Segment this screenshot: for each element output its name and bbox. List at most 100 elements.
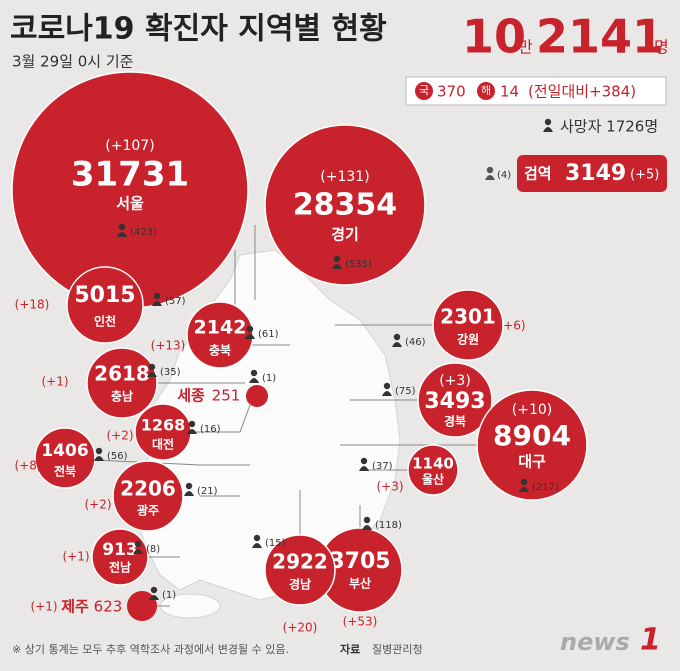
person-icon [188,420,196,428]
person-icon [252,543,262,548]
person-icon [94,456,104,461]
logo-text: news [560,628,630,656]
region-deaths: (56) [107,451,128,462]
region-name: 대전 [152,437,174,452]
quarantine-new: (+5) [630,168,659,183]
person-icon [246,325,254,333]
region-cases: 3493 [424,389,485,414]
quarantine-deaths: (4) [497,170,511,181]
region-deaths: (423) [130,227,157,238]
region-deaths: (75) [395,386,416,397]
overseas-label: 해 [481,83,491,97]
region-deaths: (8) [146,544,160,555]
region: 2206 광주 (+2) (21) [84,460,218,532]
quarantine-cases: 3149 [565,161,626,186]
region-deaths: (57) [165,296,186,307]
region-bubble [264,124,426,286]
person-icon [95,447,103,455]
region-bubble [86,347,158,419]
region-new: (+107) [105,138,154,154]
person-icon [383,382,391,390]
region-name: 경기 [331,226,359,244]
person-icon [485,175,495,180]
region-name: 대구 [518,453,546,471]
region-name: 부산 [349,576,371,591]
person-icon [363,516,371,524]
region-new: (+13) [151,339,186,353]
source-label: 자료 [340,642,360,656]
footer-note: ※ 상기 통계는 모두 추후 역학조사 과정에서 변경될 수 있음. [12,642,289,656]
region-name: 세종 [177,387,205,405]
region-name: 충남 [111,389,133,404]
region-cases: 251 [212,387,241,405]
region-bubble [34,427,96,489]
region-deaths: (1) [262,373,276,384]
total-unit: 명 [654,38,669,57]
region-cases: 2301 [440,305,496,329]
region-name: 강원 [457,333,479,347]
region-name: 전북 [54,464,76,479]
person-icon [392,342,402,347]
region-cases: 3705 [329,549,390,574]
region-deaths: (61) [258,329,279,340]
region-name: 경남 [289,577,311,592]
badge [477,82,495,100]
person-icon [359,466,369,471]
region-name: 광주 [137,503,159,518]
region-deaths: (16) [200,424,221,435]
person-icon [185,482,193,490]
region-name: 경북 [444,415,466,429]
person-icon [519,487,529,492]
region-cases: 2618 [94,362,150,386]
region-new: (+1) [41,375,68,389]
region-new: (+6) [498,319,525,333]
region-bubble [246,385,268,407]
region-new: (+53) [343,615,378,629]
region-bubble [186,301,254,369]
region: 2142 충북 (+13) (61) [151,301,279,369]
person-icon [184,491,194,496]
person-icon [245,334,255,339]
region-cases: 2206 [120,477,176,501]
region: 5015 인천 (+18) (57) [15,266,186,344]
region-new: (+3) [376,480,403,494]
region: 28354 경기 (+131) (535) [264,124,426,286]
region-bubble [127,591,157,621]
region-bubble [264,534,336,606]
region-deaths: (217) [532,482,559,493]
region-deaths: (118) [375,520,402,531]
quarantine-label: 검역 [524,165,552,183]
region-bubble [66,266,144,344]
region: 623 제주 (+1) (1) [30,586,176,621]
person-icon [486,166,494,174]
region-new: (+8) [14,459,41,473]
region-new: (+2) [84,498,111,512]
person-icon [117,232,127,237]
region: 1406 전북 (+8) (56) [14,427,128,489]
region-name: 제주 [61,598,89,616]
total-low: 2141 [536,10,664,64]
region-deaths: (37) [372,461,393,472]
breakdown-box [405,76,667,106]
person-icon [148,363,156,371]
person-icon [393,333,401,341]
person-icon [332,264,342,269]
region-cases: 623 [94,598,123,616]
region-new: (+3) [439,373,471,389]
region-cases: 1140 [412,455,454,473]
badge [415,82,433,100]
region-name: 울산 [422,472,444,487]
region-new: (+18) [15,298,50,312]
person-icon [187,429,197,434]
logo-number: 1 [640,623,661,658]
domestic: 370 [437,83,466,101]
person-icon [543,127,553,132]
region-cases: 2142 [194,317,247,339]
region-name: 인천 [94,314,116,329]
date: 3월 29일 0시 기준 [12,53,134,71]
person-icon [152,301,162,306]
